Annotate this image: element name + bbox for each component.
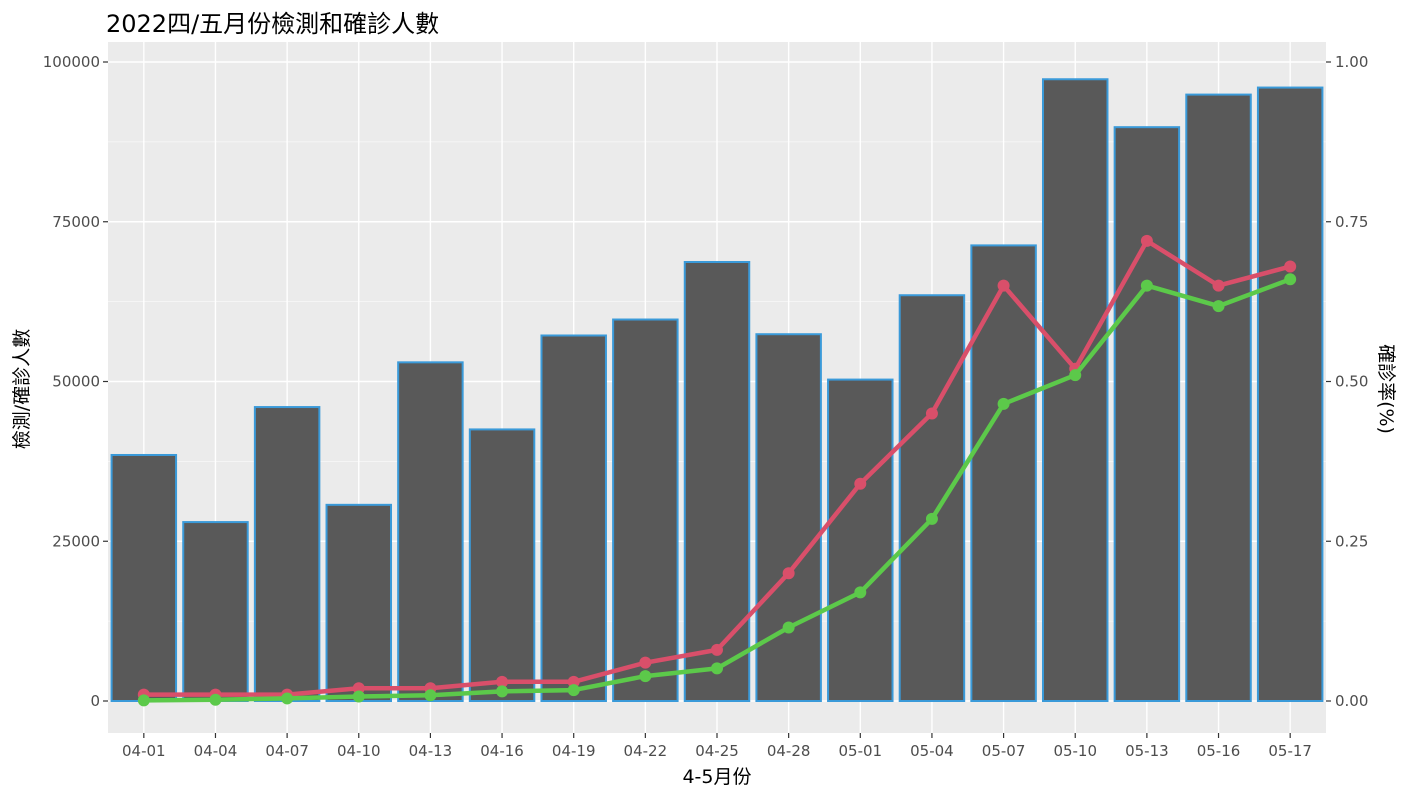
bar <box>755 333 822 702</box>
bar <box>397 361 464 702</box>
x-tick-label: 05-17 <box>1268 742 1312 760</box>
bar <box>182 521 249 703</box>
y2-tick-label: 0.00 <box>1335 692 1368 710</box>
y-tick-label: 100000 <box>43 53 100 71</box>
series-point-1 <box>1140 234 1153 247</box>
series-point-1 <box>711 643 723 656</box>
series-point-2 <box>782 621 795 634</box>
series-point-2 <box>1140 279 1153 292</box>
y2-tick-label: 1.00 <box>1335 53 1368 71</box>
bar <box>253 406 321 702</box>
x-axis-title: 4-5月份 <box>682 766 751 788</box>
series-point-1 <box>567 675 580 688</box>
series-point-2 <box>496 685 509 698</box>
series-point-2 <box>352 690 365 703</box>
x-tick-label: 04-25 <box>695 742 739 760</box>
bar <box>827 378 894 702</box>
series-point-2 <box>1069 369 1082 382</box>
bar <box>110 453 178 702</box>
x-tick-label: 04-22 <box>624 742 668 760</box>
series-point-2 <box>639 670 652 683</box>
series-point-2 <box>281 692 294 705</box>
x-tick-label: 05-16 <box>1197 742 1241 760</box>
y-tick-label: 50000 <box>52 373 100 391</box>
x-tick-label: 04-28 <box>767 742 811 760</box>
y2-tick-label: 0.25 <box>1335 532 1368 550</box>
y-axis-title: 檢測/確診人數 <box>11 329 33 449</box>
bar <box>898 294 966 702</box>
y-tick-label: 0 <box>90 692 100 710</box>
series-point-2 <box>925 512 938 525</box>
bar <box>1113 126 1181 703</box>
x-tick-label: 05-13 <box>1125 742 1169 760</box>
series-point-1 <box>639 656 652 669</box>
series-point-1 <box>925 407 938 420</box>
y2-tick-label: 0.50 <box>1335 373 1368 391</box>
x-tick-label: 05-04 <box>910 742 954 760</box>
bar <box>325 503 393 702</box>
series-point-1 <box>496 675 509 688</box>
line-series <box>137 234 1297 707</box>
x-tick-label: 04-13 <box>409 742 453 760</box>
series-point-1 <box>1284 260 1297 273</box>
bar <box>540 334 607 702</box>
series-point-1 <box>352 682 365 695</box>
series-point-2 <box>997 397 1010 410</box>
chart-title: 2022四/五月份檢測和確診人數 <box>106 10 439 38</box>
series-point-2 <box>209 693 222 706</box>
bar <box>1185 93 1252 703</box>
series-point-1 <box>997 279 1010 292</box>
axes: 0 0.00 25000 0.25 50000 0.50 75000 0.75 100000 1.… <box>43 53 1369 760</box>
series-point-2 <box>1212 300 1225 313</box>
series-point-1 <box>782 567 795 580</box>
x-tick-label: 05-10 <box>1053 742 1097 760</box>
x-tick-label: 04-10 <box>337 742 381 760</box>
series-point-2 <box>711 662 723 675</box>
bar <box>612 318 679 702</box>
x-tick-label: 04-19 <box>552 742 596 760</box>
x-tick-label: 05-01 <box>838 742 882 760</box>
series-point-1 <box>854 477 867 490</box>
bar <box>1041 78 1109 703</box>
x-tick-label: 04-01 <box>122 742 166 760</box>
series-point-1 <box>1212 279 1225 292</box>
bar <box>468 428 536 702</box>
series-point-2 <box>567 684 580 697</box>
bar <box>1256 86 1324 702</box>
x-tick-label: 04-16 <box>480 742 524 760</box>
x-tick-label: 04-04 <box>194 742 238 760</box>
series-point-2 <box>1284 273 1297 286</box>
x-tick-label: 05-07 <box>982 742 1026 760</box>
bar <box>683 261 751 702</box>
series-point-2 <box>424 689 437 702</box>
bar-series <box>110 78 1324 703</box>
series-point-2 <box>137 694 150 707</box>
x-tick-label: 04-07 <box>265 742 309 760</box>
y2-tick-label: 0.75 <box>1335 213 1368 231</box>
y-tick-label: 25000 <box>52 532 100 550</box>
y2-axis-title: 確診率(%) <box>1375 344 1397 434</box>
y-tick-label: 75000 <box>52 213 100 231</box>
series-point-2 <box>854 586 867 599</box>
